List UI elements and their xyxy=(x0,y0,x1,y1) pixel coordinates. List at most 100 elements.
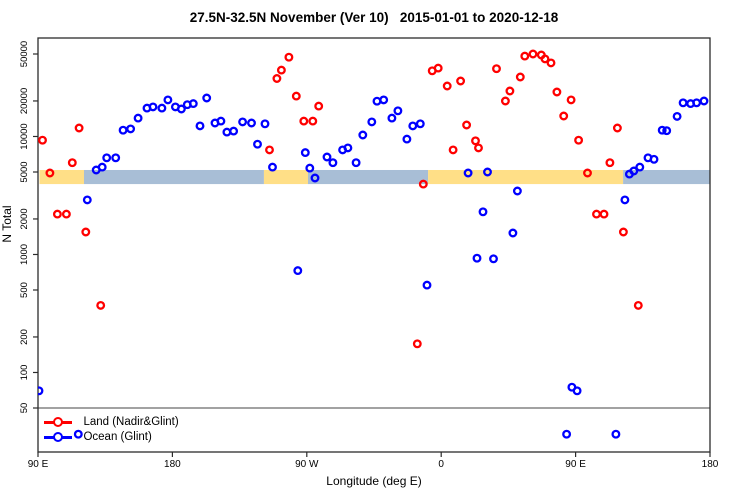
y-tick-label: 50000 xyxy=(19,41,30,67)
ocean-band-segment xyxy=(623,169,710,185)
data-point xyxy=(328,158,338,168)
data-point xyxy=(293,266,303,276)
legend-label-ocean: Ocean (Glint) xyxy=(83,430,152,443)
data-point xyxy=(188,99,198,109)
data-point xyxy=(74,123,84,133)
data-point xyxy=(38,386,44,396)
data-point xyxy=(612,123,622,133)
data-point xyxy=(73,429,83,439)
data-point xyxy=(472,253,482,263)
legend-label-land: Land (Nadir&Glint) xyxy=(83,415,179,428)
data-point xyxy=(412,339,422,349)
data-point xyxy=(45,168,55,178)
data-point xyxy=(463,168,473,178)
data-point xyxy=(672,111,682,121)
data-point xyxy=(583,168,592,178)
land-series xyxy=(38,49,643,349)
data-point xyxy=(408,121,418,131)
x-tick-label: 180 xyxy=(164,459,181,470)
data-point xyxy=(305,163,315,173)
data-point xyxy=(629,166,639,176)
data-point xyxy=(635,162,645,172)
land-band-segment xyxy=(39,169,84,185)
data-point xyxy=(562,429,572,439)
y-tick-label: 200 xyxy=(19,329,30,345)
data-point xyxy=(433,63,443,73)
data-point xyxy=(662,126,672,136)
x-tick-label: 90 E xyxy=(565,459,586,470)
legend-item-ocean: Ocean (Glint) xyxy=(44,428,179,443)
data-point xyxy=(633,300,643,310)
data-point xyxy=(448,145,458,155)
data-point xyxy=(520,51,530,61)
data-point xyxy=(418,179,428,189)
y-tick-label: 5000 xyxy=(19,161,30,182)
ocean-band-segment xyxy=(307,169,429,185)
data-point xyxy=(67,158,77,168)
data-point xyxy=(528,49,538,59)
x-tick-label: 90 W xyxy=(295,459,319,470)
data-point xyxy=(322,152,332,162)
surface-bands xyxy=(39,169,710,185)
data-point xyxy=(268,162,277,172)
data-point xyxy=(500,96,510,106)
data-point xyxy=(512,186,522,196)
data-point xyxy=(148,102,158,112)
data-point xyxy=(442,81,452,91)
ocean-series-key-icon xyxy=(44,431,72,443)
data-point xyxy=(265,145,274,155)
data-point xyxy=(699,96,709,106)
data-point xyxy=(300,148,310,158)
x-tick-label: 0 xyxy=(438,459,444,470)
y-tick-label: 100 xyxy=(19,365,30,381)
x-axis-label: Longitude (deg E) xyxy=(326,474,422,488)
y-tick-label: 1000 xyxy=(19,244,30,265)
data-point xyxy=(611,429,621,439)
y-tick-label: 500 xyxy=(19,282,30,298)
data-point xyxy=(422,280,432,290)
data-point xyxy=(540,54,550,64)
data-point xyxy=(592,209,601,219)
data-point xyxy=(343,143,353,153)
data-point xyxy=(492,64,501,74)
data-point xyxy=(81,227,91,237)
data-point xyxy=(692,98,702,108)
data-point xyxy=(471,136,480,146)
data-point xyxy=(605,158,615,168)
land-series-key-icon xyxy=(44,416,72,428)
data-point xyxy=(478,207,488,217)
data-point xyxy=(415,119,425,129)
data-point xyxy=(489,254,498,264)
data-point xyxy=(456,76,466,86)
data-point xyxy=(574,135,584,145)
data-point xyxy=(358,130,368,140)
data-point xyxy=(559,111,569,121)
data-point xyxy=(462,120,472,130)
data-point xyxy=(284,52,294,62)
data-point xyxy=(82,195,92,205)
data-point xyxy=(649,154,659,164)
data-point xyxy=(599,209,609,219)
data-point xyxy=(566,95,576,105)
legend-item-land: Land (Nadir&Glint) xyxy=(44,413,179,428)
data-point xyxy=(618,227,628,237)
data-point xyxy=(387,113,397,123)
data-point xyxy=(508,228,518,238)
data-point xyxy=(61,209,71,219)
data-point xyxy=(52,209,62,219)
land-band-segment xyxy=(428,169,624,185)
data-point xyxy=(253,139,262,149)
data-point xyxy=(216,116,226,126)
data-point xyxy=(657,125,667,135)
data-point xyxy=(379,95,389,105)
data-point xyxy=(97,162,107,172)
data-point xyxy=(238,117,248,127)
data-point xyxy=(102,153,112,163)
data-point xyxy=(163,95,173,105)
data-point xyxy=(126,124,136,134)
data-point xyxy=(308,116,318,126)
x-tick-label: 90 E xyxy=(28,459,49,470)
y-tick-label: 10000 xyxy=(19,123,30,149)
